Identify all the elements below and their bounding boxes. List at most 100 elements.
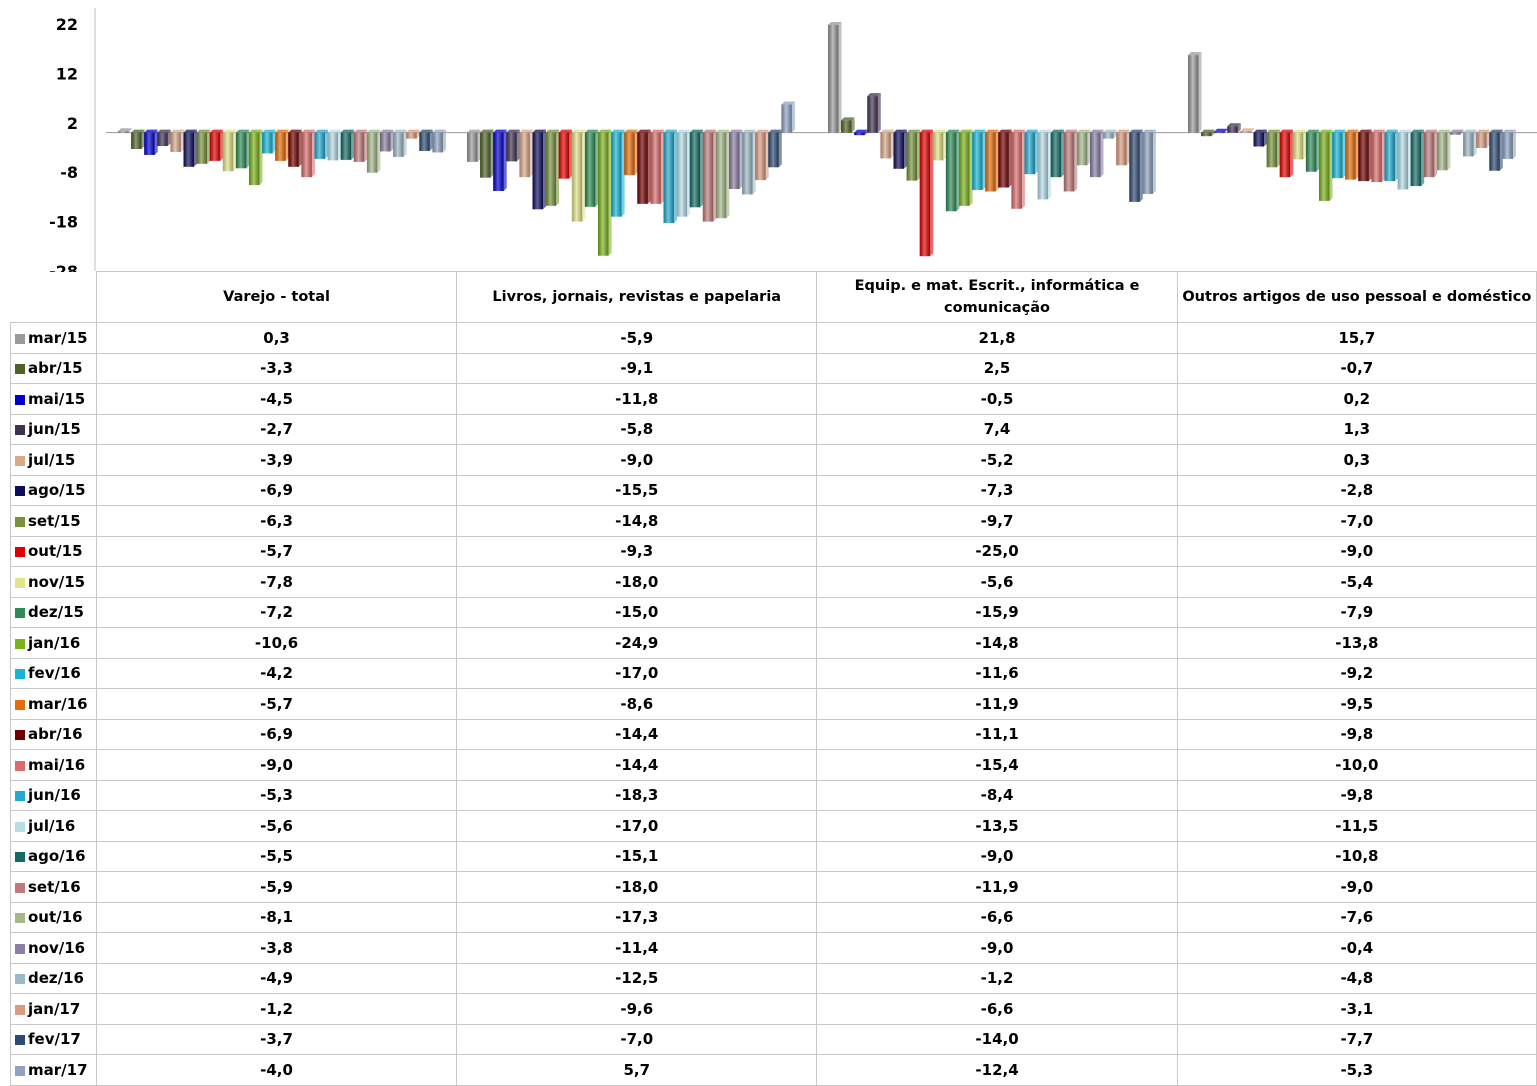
value-cell: -18,3	[456, 779, 818, 811]
series-label-cell: jan/16	[10, 627, 97, 659]
bar-side	[543, 129, 546, 210]
bar-shading	[1358, 132, 1369, 182]
value-cell: -7,7	[1176, 1023, 1537, 1055]
value-cell: -9,1	[456, 352, 818, 384]
value-cell: -9,5	[1176, 688, 1537, 720]
bar-shading	[729, 132, 740, 189]
value-cell: 0,2	[1176, 383, 1537, 415]
table-row: jul/16 -5,6 -17,0 -13,5 -11,5	[10, 810, 1537, 842]
bar-top	[353, 129, 368, 133]
bar	[1305, 129, 1320, 172]
value-cell: -3,9	[95, 444, 458, 476]
value-cell: -6,6	[816, 901, 1178, 933]
value-cell: -9,0	[816, 840, 1178, 872]
bar-shading	[1024, 132, 1035, 175]
bar-top	[380, 129, 394, 133]
bar-shading	[867, 96, 878, 133]
legend-swatch	[15, 638, 25, 649]
bar-side	[904, 129, 907, 169]
bar-shading	[209, 132, 221, 161]
bar-side	[516, 129, 520, 162]
bar-top	[1410, 129, 1425, 133]
bar-shading	[558, 132, 570, 179]
bar-top	[663, 129, 677, 133]
bar-side	[311, 129, 315, 178]
bar-top	[432, 129, 446, 133]
bar-top	[327, 129, 342, 133]
bar-shading	[985, 132, 996, 192]
legend-swatch	[15, 364, 25, 375]
bar-side	[1100, 129, 1104, 178]
series-label-cell: set/16	[10, 871, 97, 903]
value-cell: -7,8	[95, 566, 458, 598]
bar-side	[1126, 129, 1130, 166]
bar-top	[1103, 129, 1117, 133]
bar-top	[1358, 129, 1372, 133]
legend-swatch	[15, 455, 25, 466]
bar-top	[1423, 129, 1438, 133]
bar-shading	[393, 132, 404, 157]
value-cell: -4,0	[95, 1054, 458, 1086]
series-name: mai/16	[28, 755, 86, 774]
bar-side	[529, 129, 533, 178]
legend-swatch	[15, 486, 25, 497]
bar-top	[755, 129, 769, 133]
bar-top	[340, 129, 355, 133]
bar	[170, 129, 184, 152]
bar-shading	[1188, 55, 1199, 133]
value-cell: -14,8	[456, 505, 818, 537]
bar-shading	[301, 132, 312, 178]
bar-shading	[506, 132, 517, 162]
category-header: Varejo - total	[95, 271, 458, 323]
bar-shading	[1345, 132, 1356, 180]
bar	[249, 129, 263, 186]
series-name: mar/15	[28, 328, 88, 347]
bar	[1489, 129, 1503, 171]
bar	[1227, 123, 1241, 133]
value-cell: -13,5	[816, 810, 1178, 842]
value-cell: -5,7	[95, 688, 458, 720]
value-cell: -15,5	[456, 474, 818, 506]
bar-shading	[340, 132, 352, 160]
bar-shading	[1463, 132, 1474, 157]
bar-side	[141, 129, 145, 149]
bar-top	[702, 129, 717, 133]
series-label-cell: mar/15	[10, 322, 97, 354]
value-cell: -15,9	[816, 596, 1178, 628]
y-tick-label: -8	[60, 163, 78, 182]
value-cell: -9,0	[1176, 871, 1537, 903]
value-cell: -25,0	[816, 535, 1178, 567]
bar-side	[1473, 129, 1477, 157]
bar	[1476, 129, 1490, 148]
series-label-cell: fev/16	[10, 657, 97, 689]
bar-top	[959, 129, 973, 133]
table-row: jul/15 -3,9 -9,0 -5,2 0,3	[10, 444, 1537, 476]
series-name: jan/17	[28, 999, 81, 1018]
bar-shading	[611, 132, 622, 217]
bar-shading	[880, 132, 891, 159]
bar-shading	[131, 132, 142, 149]
bar	[183, 129, 197, 167]
bar-top	[611, 129, 625, 133]
bar	[650, 129, 664, 204]
bar	[1050, 129, 1065, 178]
bar	[1279, 129, 1294, 178]
bar-top	[480, 129, 494, 133]
bar-shading	[1037, 132, 1049, 200]
bar-shading	[183, 132, 194, 167]
bar	[480, 129, 494, 178]
bar	[1292, 129, 1307, 160]
bar-side	[1035, 129, 1038, 175]
bar-top	[1116, 129, 1130, 133]
value-cell: -7,6	[1176, 901, 1537, 933]
y-tick-label: 12	[56, 64, 78, 83]
value-cell: -9,7	[816, 505, 1178, 537]
bar-side	[298, 129, 302, 167]
data-table: Varejo - total Livros, jornais, revistas…	[10, 271, 1537, 1086]
bar	[1332, 129, 1346, 179]
value-cell: -12,5	[456, 962, 818, 994]
series-label-cell: dez/15	[10, 596, 97, 628]
bar-top	[170, 129, 184, 133]
bar-side	[765, 129, 769, 181]
bar-shading	[828, 24, 839, 133]
